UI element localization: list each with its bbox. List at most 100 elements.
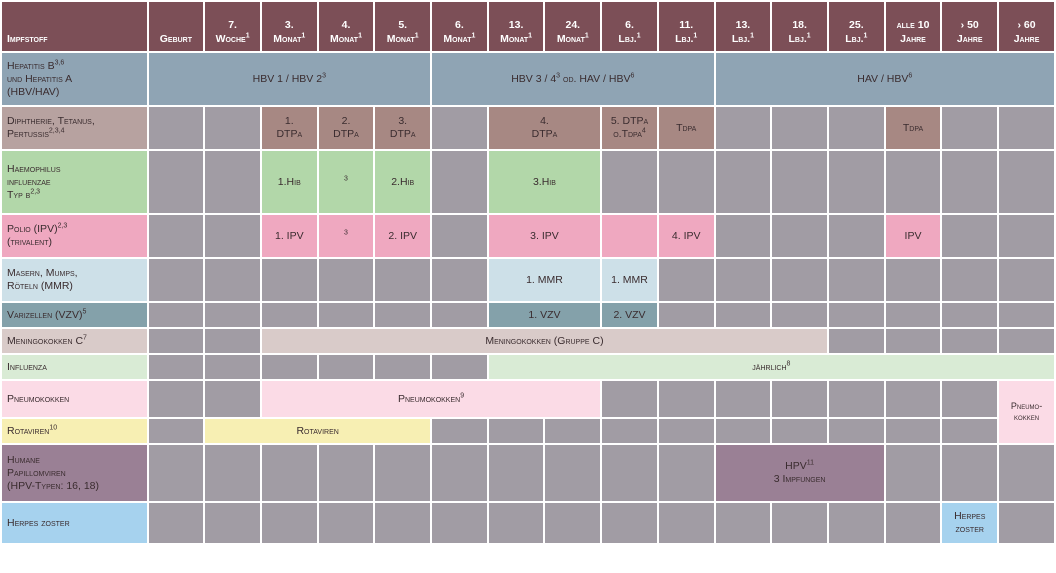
footnote-mark: 6 [630, 72, 635, 79]
table-row-mening: Meningokokken C7 Meningokokken (Gruppe C) [2, 329, 1054, 353]
empty-cell [772, 107, 827, 149]
dose-cell-polio: IPV [885, 215, 941, 257]
footnote-mark: 4 [641, 127, 646, 135]
empty-cell [715, 419, 771, 443]
footnote-mark: 3 [322, 72, 326, 79]
vaccination-schedule-table: Impfstoff Geburt 7. Woche1 3. Monat1 4. Monat1 5… [2, 2, 1054, 543]
empty-cell [885, 381, 941, 417]
empty-cell [261, 259, 317, 301]
empty-cell [205, 107, 260, 149]
column-header-m13: 13. Monat1 [488, 2, 544, 51]
empty-cell [658, 445, 714, 501]
dose-cell-pneumo: Pneumokokken9 [261, 381, 601, 417]
empty-cell [715, 381, 771, 417]
column-header-l6: 6. Lbj.1 [602, 2, 657, 51]
footnote-mark: 1 [750, 32, 754, 40]
footnote-mark: 5 [82, 308, 87, 315]
empty-cell [148, 151, 204, 213]
table-row-rota: Rotaviren10 Rotaviren [2, 419, 1054, 443]
empty-cell [205, 259, 260, 301]
empty-cell [999, 303, 1054, 327]
dose-cell-hepatitis: HBV 1 / HBV 23 [148, 53, 431, 105]
empty-cell [999, 329, 1054, 353]
empty-cell [715, 303, 771, 327]
dose-cell-dtp: 1. DTPa [261, 107, 317, 149]
column-header-m3: 3. Monat1 [261, 2, 317, 51]
dose-cell-dtp: Tdpa [658, 107, 714, 149]
dose-cell-herpes: Herpes zoster [942, 503, 998, 543]
empty-cell [148, 215, 204, 257]
row-label-pneumo: Pneumokokken [2, 381, 147, 417]
empty-cell [318, 259, 374, 301]
empty-cell [828, 259, 884, 301]
footnote-mark: 8 [786, 360, 791, 367]
empty-cell [942, 259, 998, 301]
empty-cell [205, 355, 260, 379]
footnote-mark: 3,6 [54, 59, 65, 66]
table-row-influenza: Influenza jährlich8 [2, 355, 1054, 379]
empty-cell [318, 355, 374, 379]
footnote-mark: 3 [344, 229, 348, 236]
empty-cell [715, 503, 771, 543]
dose-cell-dtp: 4. DTPa [488, 107, 601, 149]
empty-cell [999, 107, 1054, 149]
dose-cell-dtp: 3. DTPa [375, 107, 431, 149]
footnote-mark: 6 [908, 72, 913, 79]
footnote-mark: 1 [584, 32, 589, 40]
empty-cell [432, 445, 487, 501]
empty-cell [205, 303, 260, 327]
footnote-mark: 1 [245, 32, 250, 40]
row-label-hpv: Humane Papillomviren (HPV-Typen: 16, 18) [2, 445, 147, 501]
empty-cell [205, 329, 260, 353]
column-header-l11: 11. Lbj.1 [658, 2, 714, 51]
empty-cell [828, 215, 884, 257]
footnote-mark: 1 [528, 32, 533, 40]
empty-cell [772, 503, 827, 543]
empty-cell [658, 381, 714, 417]
empty-cell [148, 329, 204, 353]
empty-cell [545, 445, 601, 501]
empty-cell [148, 381, 204, 417]
column-header-impfstoff: Impfstoff [2, 2, 147, 51]
empty-cell [261, 355, 317, 379]
table-row-hib: Haemophilus influenzae Typ b2,3 1.Hib 3 2.Hib… [2, 151, 1054, 213]
dose-cell-hpv: HPV11 3 Impfungen [715, 445, 884, 501]
empty-cell [432, 503, 487, 543]
empty-cell [432, 303, 487, 327]
table-row-vzv: Varizellen (VZV)5 1. VZV 2. VZV [2, 303, 1054, 327]
footnote-mark: 1 [414, 32, 419, 40]
footnote-mark: 2,3 [30, 188, 41, 195]
dose-cell-hib: 3 [318, 151, 374, 213]
empty-cell [885, 329, 941, 353]
dose-cell-pneumo: Pneumo-kokken [999, 381, 1054, 443]
dose-cell-rota: Rotaviren [205, 419, 431, 443]
footnote-mark: 1 [301, 32, 306, 40]
empty-cell [999, 445, 1054, 501]
empty-cell [375, 259, 431, 301]
empty-cell [602, 419, 657, 443]
dose-cell-dtp: 5. DTPa o.Tdpa4 [602, 107, 657, 149]
empty-cell [205, 381, 260, 417]
header-row: Impfstoff Geburt 7. Woche1 3. Monat1 4. Monat1 5… [2, 2, 1054, 51]
footnote-mark: 9 [460, 392, 465, 399]
empty-cell [205, 503, 260, 543]
empty-cell [942, 215, 998, 257]
row-label-polio: Polio (IPV)2,3 (trivalent) [2, 215, 147, 257]
dose-cell-hib: 1.Hib [261, 151, 317, 213]
table-row-herpes: Herpes zoster Herpes zoster [2, 503, 1054, 543]
row-label-mmr: Masern, Mumps, Röteln (MMR) [2, 259, 147, 301]
column-header-l13: 13. Lbj.1 [715, 2, 771, 51]
column-header-a50: › 50 Jahre [942, 2, 998, 51]
empty-cell [545, 419, 601, 443]
dose-cell-hepatitis: HAV / HBV6 [715, 53, 1054, 105]
dose-cell-polio: 4. IPV [658, 215, 714, 257]
table-row-hpv: Humane Papillomviren (HPV-Typen: 16, 18) HP… [2, 445, 1054, 501]
dose-cell-mmr: 1. MMR [488, 259, 601, 301]
dose-cell-hepatitis: HBV 3 / 43 od. HAV / HBV6 [432, 53, 714, 105]
empty-cell [999, 151, 1054, 213]
empty-cell [205, 445, 260, 501]
empty-cell [828, 381, 884, 417]
empty-cell [488, 503, 544, 543]
column-header-m24: 24. Monat1 [545, 2, 601, 51]
empty-cell [772, 215, 827, 257]
